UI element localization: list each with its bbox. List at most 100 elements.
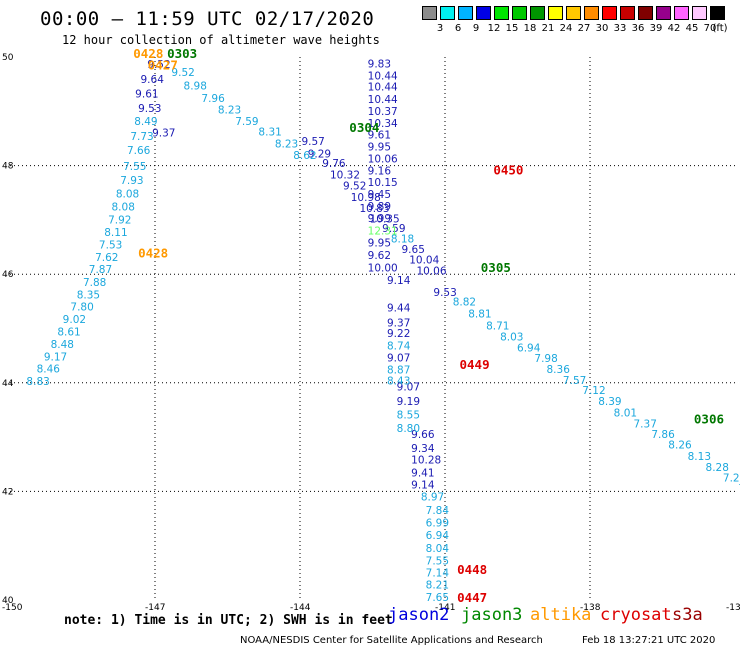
- pass-time-label: 0450: [493, 162, 523, 177]
- wave-height-point: 9.14: [387, 275, 411, 287]
- color-scale-unit: (ft): [712, 23, 728, 34]
- wave-height-point: 8.48: [51, 339, 74, 351]
- pass-time-label: 0305: [481, 260, 511, 275]
- wave-height-point: 9.52: [171, 67, 194, 79]
- wave-height-point: 8.01: [614, 407, 637, 419]
- wave-height-point: 9.14: [411, 480, 435, 492]
- mission-label-altika: altika: [530, 605, 592, 625]
- wave-height-point: 8.13: [688, 451, 711, 463]
- wave-height-point: 9.62: [368, 250, 391, 262]
- wave-height-point: 8.82: [453, 297, 476, 309]
- wave-height-point: 7.66: [127, 145, 151, 157]
- wave-height-point: 8.61: [57, 327, 80, 339]
- wave-height-point: 8.49: [134, 116, 157, 128]
- color-scale-label: 45: [685, 23, 699, 34]
- color-swatch: [512, 6, 527, 20]
- wave-height-point: 9.99: [368, 213, 391, 225]
- wave-height-point: 9.95: [368, 141, 391, 153]
- wave-height-point: 7.84: [426, 505, 450, 517]
- wave-height-point: 8.11: [104, 227, 127, 239]
- pass-time-label: 0428: [138, 245, 168, 260]
- wave-height-point: 7.86: [651, 429, 675, 441]
- color-scale-label: 39: [649, 23, 663, 34]
- wave-height-point: 7.55: [123, 161, 146, 173]
- color-scale-label: 6: [454, 23, 462, 34]
- wave-height-point: 9.02: [63, 314, 86, 326]
- wave-height-point: 7.73: [130, 131, 153, 143]
- wave-height-point: 8.46: [37, 363, 61, 375]
- wave-height-point: 9.07: [387, 353, 410, 365]
- wave-height-point: 8.21: [426, 580, 449, 592]
- pass-time-label: 0306: [694, 412, 724, 427]
- pass-time-label: 0427: [148, 57, 178, 72]
- color-swatch: [602, 6, 617, 20]
- wave-height-point: 8.08: [116, 189, 139, 201]
- pass-time-label: 0447: [457, 590, 487, 605]
- mission-label-jason2: jason2: [388, 605, 450, 625]
- wave-height-point: 7.92: [108, 215, 131, 227]
- color-scale-label: 30: [595, 23, 609, 34]
- wave-height-point: 8.81: [468, 309, 491, 321]
- mission-label-cryosat: cryosat: [600, 605, 672, 625]
- wave-height-point: 6.99: [426, 518, 449, 530]
- wave-height-point: 9.52: [343, 180, 366, 192]
- wave-height-point: 9.44: [387, 303, 411, 315]
- color-swatch: [710, 6, 725, 20]
- wave-height-point: 10.83: [359, 203, 389, 215]
- wave-height-point: 9.19: [397, 396, 420, 408]
- color-scale-label: 36: [631, 23, 645, 34]
- wave-height-point: 9.07: [397, 381, 420, 393]
- wave-height-point: 10.98: [351, 192, 381, 204]
- credit-text: NOAA/NESDIS Center for Satellite Applica…: [240, 635, 543, 646]
- color-scale-label: 9: [472, 23, 480, 34]
- wave-height-point: 7.57: [563, 375, 586, 387]
- wave-height-point: 9.16: [368, 165, 392, 177]
- wave-height-point: 10.34: [368, 118, 398, 130]
- wave-height-point: 7.53: [99, 240, 122, 252]
- latitude-tick-label: 44: [2, 379, 14, 389]
- wave-height-point: 7.94: [738, 483, 740, 495]
- color-swatch: [476, 6, 491, 20]
- wave-height-point: 8.26: [668, 440, 692, 452]
- wave-height-point: 6.94: [426, 530, 450, 542]
- wave-height-point: 8.97: [421, 492, 444, 504]
- color-swatch: [422, 6, 437, 20]
- color-swatch: [548, 6, 563, 20]
- wave-height-point: 8.36: [547, 364, 571, 376]
- wave-height-point: 8.39: [598, 396, 621, 408]
- wave-height-point: 7.59: [235, 116, 258, 128]
- map-subtitle: 12 hour collection of altimeter wave hei…: [62, 33, 380, 47]
- color-scale-label: 18: [523, 23, 537, 34]
- wave-height-point: 10.28: [411, 455, 441, 467]
- wave-height-point: 9.65: [402, 244, 425, 256]
- color-scale-label: 3: [436, 23, 444, 34]
- wave-height-point: 9.61: [368, 129, 391, 141]
- color-swatch: [494, 6, 509, 20]
- pass-time-label: 0304: [349, 120, 379, 135]
- map-ticks: -150 -147 -144 -141 -138 -135 50 48 46 44 42 40: [2, 53, 740, 613]
- wave-height-point: 8.35: [77, 290, 100, 302]
- color-scale-label: 24: [559, 23, 573, 34]
- wave-height-point: 8.74: [387, 341, 411, 353]
- wave-height-point: 9.41: [411, 468, 434, 480]
- wave-height-point: 8.55: [397, 410, 420, 422]
- wave-height-point: 7.87: [89, 264, 112, 276]
- wave-height-point: 10.37: [368, 106, 398, 118]
- wave-height-point: 9.45: [368, 189, 391, 201]
- wave-height-point: 10.35: [370, 214, 400, 226]
- wave-height-point: 9.61: [135, 89, 158, 101]
- color-scale-label: 27: [577, 23, 591, 34]
- wave-height-point: 7.80: [70, 302, 93, 314]
- wave-height-points: 8.838.469.178.488.619.027.808.357.887.87…: [26, 58, 740, 604]
- pass-time-label: 0428: [133, 46, 163, 61]
- wave-height-point: 10.15: [368, 177, 398, 189]
- wave-height-point: 9.95: [368, 238, 391, 250]
- wave-height-point: 9.57: [301, 136, 324, 148]
- wave-height-point: 12.31: [368, 226, 398, 238]
- color-swatch: [440, 6, 455, 20]
- wave-height-point: 9.34: [411, 443, 435, 455]
- longitude-tick-label: -141: [435, 603, 455, 613]
- wave-height-point: 10.44: [368, 82, 398, 94]
- wave-height-point: 8.31: [258, 127, 281, 139]
- wave-height-point: 10.06: [416, 266, 446, 278]
